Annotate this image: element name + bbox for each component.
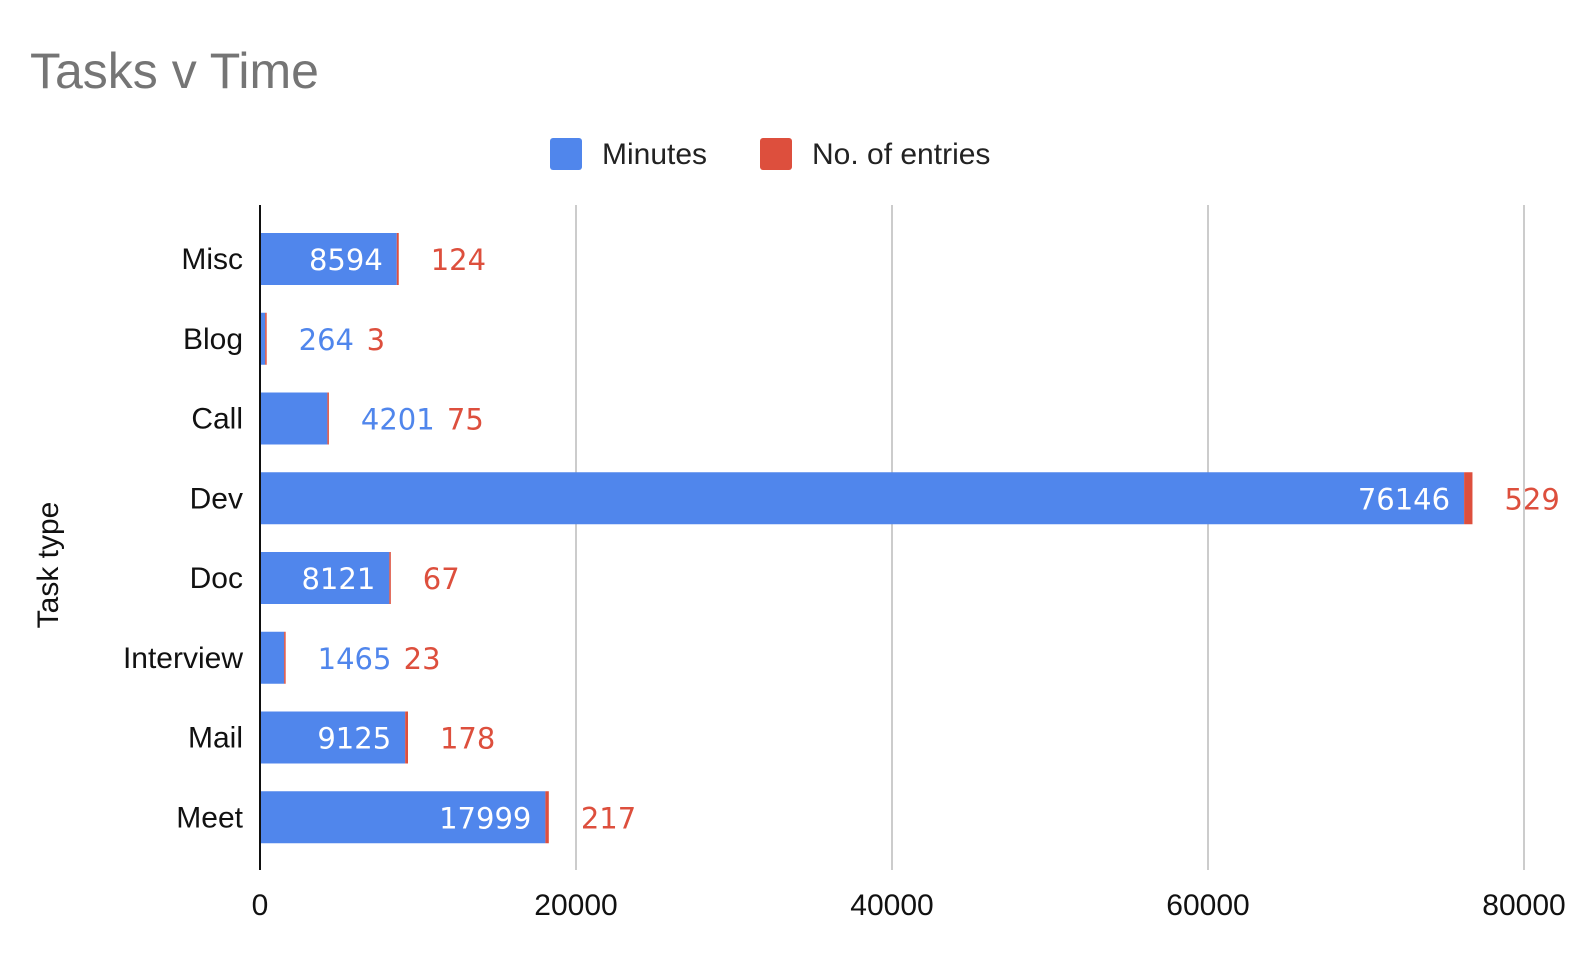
bar-minutes-doc xyxy=(261,552,390,604)
x-tick-labels: 0 20000 40000 60000 80000 xyxy=(252,889,1566,922)
bar-entries-misc xyxy=(396,233,399,285)
data-label-entries-dev: 529 xyxy=(1504,482,1559,516)
gridlines xyxy=(575,205,1525,870)
bar-minutes-mail xyxy=(261,711,406,764)
category-label-mail: Mail xyxy=(188,722,243,755)
data-label-minutes-misc: 8594 xyxy=(309,243,383,277)
data-label-minutes-mail: 9125 xyxy=(317,722,391,756)
category-label-meet: Meet xyxy=(176,801,243,834)
legend-label-entries: No. of entries xyxy=(812,138,990,171)
category-label-doc: Doc xyxy=(190,562,243,595)
legend: Minutes No. of entries xyxy=(550,138,990,171)
data-label-minutes-blog: 264 xyxy=(299,323,354,357)
bar-entries-doc xyxy=(389,552,391,604)
x-tick-label: 0 xyxy=(252,889,269,922)
bar-entries-dev xyxy=(1464,472,1473,525)
bar-minutes-misc xyxy=(261,233,397,285)
data-labels: 8594 124 264 3 4201 75 76146 529 8121 67 1465 23 912… xyxy=(299,243,1560,835)
bar-minutes-blog xyxy=(261,312,266,365)
legend-label-minutes: Minutes xyxy=(602,138,707,171)
bars xyxy=(261,233,1473,844)
data-label-entries-meet: 217 xyxy=(581,801,636,835)
legend-swatch-minutes xyxy=(550,138,582,170)
data-label-minutes-dev: 76146 xyxy=(1358,482,1450,516)
data-label-entries-mail: 178 xyxy=(440,722,495,756)
bar-entries-meet xyxy=(545,791,549,844)
bar-minutes-call xyxy=(261,392,328,445)
legend-swatch-entries xyxy=(760,138,792,170)
bar-entries-mail xyxy=(405,711,408,764)
bar-minutes-dev xyxy=(261,472,1465,525)
data-label-entries-doc: 67 xyxy=(423,562,460,596)
x-tick-label: 40000 xyxy=(850,889,933,922)
x-tick-label: 20000 xyxy=(534,889,617,922)
data-label-minutes-doc: 8121 xyxy=(301,562,375,596)
data-label-entries-interview: 23 xyxy=(404,642,441,676)
x-tick-label: 60000 xyxy=(1166,889,1249,922)
chart-title: Tasks v Time xyxy=(30,43,319,99)
category-label-call: Call xyxy=(191,403,243,436)
bar-entries-call xyxy=(327,392,329,445)
data-label-entries-call: 75 xyxy=(447,403,484,437)
data-label-minutes-call: 4201 xyxy=(361,403,435,437)
category-label-blog: Blog xyxy=(183,323,243,356)
y-axis-title: Task type xyxy=(32,502,65,629)
category-labels: Misc Blog Call Dev Doc Interview Mail Meet xyxy=(123,243,244,834)
category-label-dev: Dev xyxy=(190,482,243,515)
bar-entries-interview xyxy=(284,631,286,684)
bar-minutes-meet xyxy=(261,791,546,844)
bar-entries-blog xyxy=(265,312,267,365)
data-label-minutes-meet: 17999 xyxy=(439,801,531,835)
category-label-interview: Interview xyxy=(123,642,243,675)
category-label-misc: Misc xyxy=(181,243,243,276)
data-label-entries-blog: 3 xyxy=(367,323,385,357)
x-tick-label: 80000 xyxy=(1482,889,1565,922)
bar-minutes-interview xyxy=(261,631,285,684)
data-label-minutes-interview: 1465 xyxy=(318,642,392,676)
data-label-entries-misc: 124 xyxy=(431,243,486,277)
